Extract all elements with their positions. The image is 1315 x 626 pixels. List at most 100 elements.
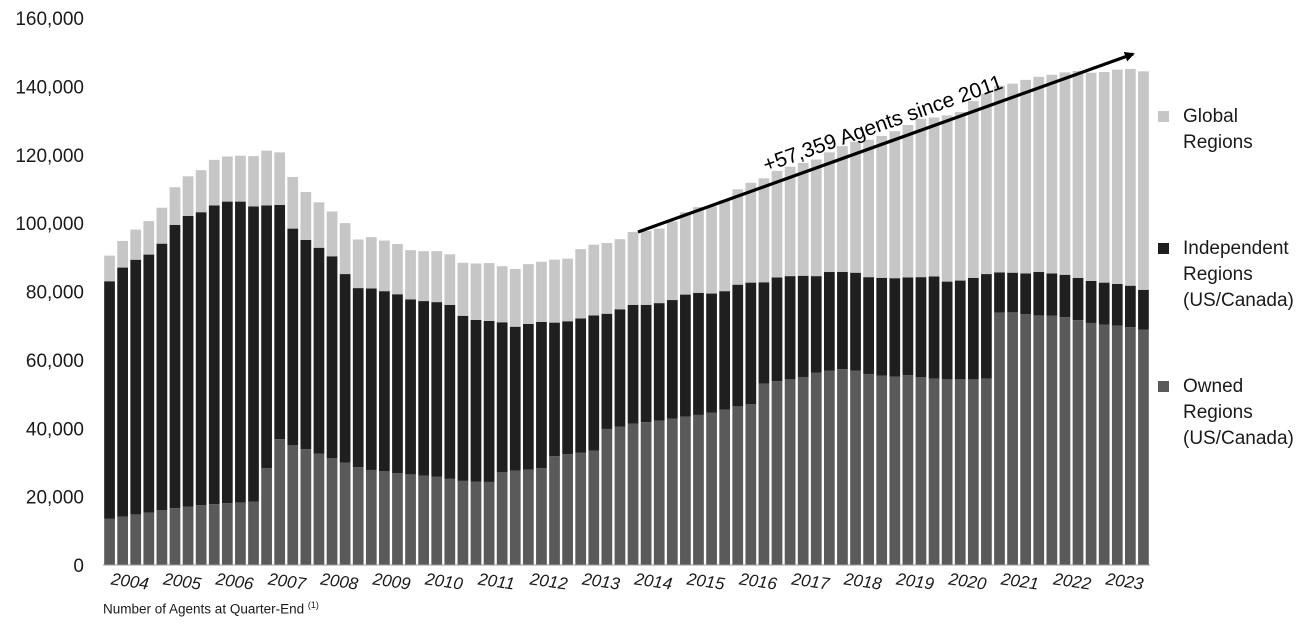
bar-segment-global	[156, 207, 168, 244]
bar-segment-independent	[496, 322, 508, 473]
bar-segment-owned	[575, 452, 587, 565]
bar-segment-owned	[1007, 312, 1018, 565]
bar-segment-owned	[941, 379, 953, 565]
bar-segment-independent	[1098, 282, 1110, 325]
bar-segment-owned	[300, 449, 312, 565]
y-tick-label: 120,000	[15, 146, 84, 167]
bar-segment-global	[365, 237, 377, 289]
bar-segment-global	[509, 268, 521, 327]
bar-segment-owned	[1111, 325, 1123, 565]
bar-segment-independent	[1138, 289, 1149, 330]
bar-segment-global	[680, 212, 691, 295]
bar-segment-global	[771, 170, 783, 278]
bar-segment-independent	[117, 267, 128, 517]
bar-segment-global	[431, 251, 443, 303]
bar-segment-owned	[601, 428, 613, 565]
bar-segment-independent	[784, 276, 796, 380]
bar-segment-independent	[208, 205, 220, 505]
bar-segment-owned	[182, 506, 194, 565]
bar-segment-independent	[536, 321, 547, 469]
bar-segment-owned	[104, 518, 115, 565]
bar-segment-owned	[1098, 324, 1110, 565]
bar-segment-independent	[431, 302, 443, 477]
bar-segment-global	[405, 250, 416, 300]
x-tick-label: 2022	[1051, 569, 1093, 593]
bar-segment-global	[536, 261, 547, 322]
bar-segment-owned	[823, 370, 835, 565]
bar-segment-owned	[130, 514, 142, 565]
bar-segment-global	[483, 263, 495, 321]
bar-segment-global	[418, 251, 430, 302]
bar-segment-independent	[235, 201, 246, 503]
bar-segment-independent	[1111, 283, 1123, 326]
bar-segment-global	[1098, 72, 1110, 283]
legend-label-global: Global Regions	[1183, 106, 1253, 153]
bar-segment-global	[182, 176, 194, 216]
bar-segment-owned	[967, 379, 979, 565]
bar-segment-owned	[1020, 314, 1032, 565]
x-tick-label: 2014	[632, 569, 673, 593]
bar-segment-global	[889, 131, 901, 279]
bar-segment-owned	[732, 406, 744, 565]
bar-segment-independent	[522, 323, 534, 470]
bar-segment-global	[941, 115, 953, 282]
bar-segment-owned	[954, 379, 966, 565]
bar-segment-independent	[693, 292, 704, 415]
bar-segment-independent	[640, 304, 652, 423]
bar-segment-independent	[352, 288, 364, 468]
bar-segment-global	[248, 156, 259, 207]
x-tick-label: 2011	[476, 569, 516, 593]
x-tick-label: 2005	[161, 569, 203, 593]
bar-segment-global	[823, 152, 835, 273]
bar-segment-owned	[810, 372, 822, 565]
bar-segment-owned	[274, 439, 286, 565]
bar-segment-owned	[169, 508, 181, 565]
bar-segment-global	[902, 125, 914, 278]
bar-segment-independent	[1020, 273, 1032, 315]
bar-segment-owned	[876, 375, 888, 565]
bar-segment-global	[392, 243, 403, 295]
growth-arrow	[637, 52, 1135, 234]
bar-segment-global	[339, 223, 351, 275]
bar-segment-global	[352, 239, 364, 289]
bar-segment-global	[994, 85, 1005, 273]
bar-segment-independent	[837, 272, 848, 370]
bar-segment-independent	[1072, 277, 1084, 321]
bar-segment-global	[837, 146, 848, 273]
bar-segment-owned	[326, 457, 338, 565]
bar-segment-independent	[941, 281, 953, 380]
bar-segment-global	[221, 156, 233, 202]
bar-segment-global	[470, 263, 482, 320]
bar-segment-independent	[653, 303, 665, 421]
bar-segment-independent	[130, 259, 142, 515]
bar-segment-global	[235, 155, 246, 202]
bar-segment-owned	[117, 516, 128, 565]
bar-segment-global	[758, 178, 770, 283]
bar-segment-independent	[562, 321, 573, 455]
bar-segment-global	[719, 200, 731, 292]
bar-segment-global	[967, 101, 979, 278]
bar-segment-independent	[627, 304, 639, 424]
bar-segment-owned	[313, 453, 325, 565]
bar-segment-independent	[195, 212, 207, 506]
bar-segment-owned	[457, 480, 469, 565]
bar-segment-owned	[863, 374, 874, 565]
y-tick-label: 80,000	[26, 283, 84, 304]
bar-segment-owned	[522, 469, 534, 565]
bar-segment-owned	[509, 470, 521, 565]
bar-segment-global	[928, 117, 940, 277]
bar-segment-global	[287, 176, 299, 229]
bar-segment-owned	[797, 376, 809, 565]
bar-segment-owned	[837, 369, 848, 565]
bar-segment-owned	[392, 473, 403, 565]
bar-segment-independent	[339, 274, 351, 463]
x-tick-label: 2021	[999, 569, 1040, 593]
bar-segment-owned	[221, 503, 233, 565]
x-tick-label: 2012	[528, 569, 570, 593]
chart-caption: Number of Agents at Quarter-End (1)	[103, 600, 319, 617]
bar-segment-independent	[418, 301, 430, 476]
bar-segment-independent	[457, 315, 469, 481]
bar-segment-global	[640, 230, 652, 305]
bar-segment-owned	[653, 420, 665, 565]
bar-segment-owned	[496, 472, 508, 565]
